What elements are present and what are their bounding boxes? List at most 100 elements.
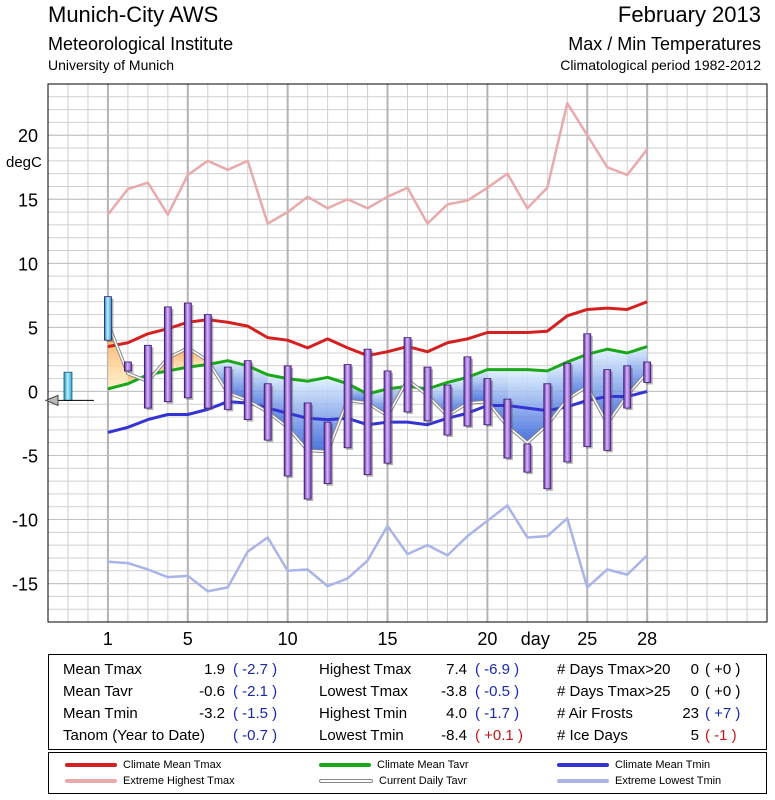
stat-anomaly: ( +7 ) — [705, 705, 741, 722]
daily-max-min-bar — [483, 378, 492, 426]
stat-label: # Days Tmax>20 — [557, 661, 671, 678]
legend-item: Climate Mean Tmax — [65, 759, 221, 771]
stat-value: 1.9 — [204, 661, 225, 678]
stat-anomaly: ( -6.9 ) — [475, 661, 520, 678]
y-tick-label: -10 — [12, 511, 38, 531]
legend: Climate Mean Tmax Climate Mean Tavr Clim… — [48, 752, 767, 794]
extreme-lowest-tmin-line — [107, 504, 649, 593]
station-title: Munich-City AWS — [48, 2, 219, 27]
daily-max-min-bar — [643, 361, 652, 383]
climate-mean-tmin-line — [107, 389, 648, 434]
stat-label: # Days Tmax>25 — [557, 683, 671, 700]
climate-mean-tavr-line — [107, 345, 648, 396]
x-tick-label: 20 — [477, 629, 497, 649]
stat-value: 5 — [690, 727, 699, 744]
daily-max-min-bar — [463, 356, 472, 427]
stat-anomaly: ( -2.1 ) — [233, 683, 278, 700]
climate-mean-tmax-line — [107, 300, 648, 358]
y-tick-label: -15 — [12, 575, 38, 595]
daily-max-min-bar — [363, 348, 372, 476]
stat-value: 23 — [682, 705, 699, 722]
legend-label: Current Daily Tavr — [379, 775, 467, 787]
product-title: Max / Min Temperatures — [568, 34, 761, 54]
daily-max-min-bar — [343, 364, 352, 449]
stat-anomaly: ( -0.5 ) — [475, 683, 520, 700]
y-tick-label: 10 — [18, 254, 38, 274]
x-tick-label: 15 — [378, 629, 398, 649]
daily-max-min-bar — [323, 421, 332, 485]
y-tick-label: 0 — [28, 382, 38, 402]
stat-value: 0 — [690, 683, 699, 700]
daily-max-min-bar — [203, 314, 212, 409]
climatology-period: Climatological period 1982-2012 — [560, 57, 761, 73]
daily-max-min-bar — [503, 398, 512, 459]
daily-max-min-bar — [163, 306, 172, 403]
x-tick-label: 5 — [183, 629, 193, 649]
stat-label: Highest Tmin — [319, 705, 408, 722]
y-tick-label: 5 — [28, 318, 38, 338]
legend-label: Climate Mean Tmax — [123, 759, 222, 771]
stat-label: Lowest Tmin — [319, 727, 404, 744]
legend-item: Current Daily Tavr — [319, 775, 467, 787]
legend-swatch — [319, 763, 371, 768]
legend-swatch — [65, 779, 117, 784]
x-tick-label: 25 — [577, 629, 597, 649]
stat-label: Tanom (Year to Date) — [63, 727, 206, 744]
stat-label: Mean Tmax — [63, 661, 142, 678]
plot-frame — [47, 83, 768, 623]
daily-max-min-bar — [223, 366, 232, 410]
y-tick-label: 20 — [18, 126, 38, 146]
stat-value: -3.2 — [199, 705, 225, 722]
legend-label: Climate Mean Tavr — [377, 759, 469, 771]
extreme-highest-tmax-line — [106, 101, 649, 225]
stat-anomaly: ( -1 ) — [705, 727, 737, 744]
legend-item: Extreme Highest Tmax — [65, 775, 235, 787]
y-axis-label: degC — [6, 154, 42, 171]
daily-max-min-bar — [523, 443, 532, 473]
stat-label: Lowest Tmax — [319, 683, 408, 700]
daily-max-min-bar — [243, 360, 252, 421]
legend-swatch — [557, 763, 609, 768]
x-tick-label: 28 — [637, 629, 657, 649]
legend-label: Climate Mean Tmin — [615, 759, 711, 771]
stat-anomaly: ( -2.7 ) — [233, 661, 278, 678]
stat-label: Mean Tavr — [63, 683, 133, 700]
y-tick-label: 15 — [18, 190, 38, 210]
stat-value: -3.8 — [441, 683, 467, 700]
anomaly-fill — [527, 369, 548, 443]
legend-item: Extreme Lowest Tmin — [557, 775, 721, 787]
stat-value: -8.4 — [441, 727, 467, 744]
daily-max-min-bar — [123, 361, 132, 372]
daily-max-min-bar — [383, 370, 392, 464]
daily-max-min-bar — [104, 296, 112, 341]
tanom-bar — [63, 371, 73, 401]
daily-max-min-bar — [603, 369, 612, 451]
daily-max-min-bar — [263, 383, 272, 441]
legend-item: Climate Mean Tmin — [557, 759, 710, 771]
stat-label: Mean Tmin — [63, 705, 138, 722]
daily-max-min-bar — [143, 344, 152, 409]
daily-max-min-bar — [403, 337, 412, 413]
stat-anomaly: ( -1.5 ) — [233, 705, 278, 722]
legend-swatch — [557, 779, 609, 784]
x-tick-label: 10 — [278, 629, 298, 649]
stat-anomaly: ( +0.1 ) — [475, 727, 523, 744]
x-tick-label: 1 — [103, 629, 113, 649]
stat-anomaly: ( +0 ) — [705, 683, 741, 700]
stat-anomaly: ( -0.7 ) — [233, 727, 278, 744]
statistics-panel: Mean Tmax 1.9 ( -2.7 ) Mean Tavr -0.6 ( … — [48, 654, 767, 750]
legend-swatch — [65, 763, 117, 768]
legend-label: Extreme Lowest Tmin — [615, 775, 722, 787]
stat-value: 4.0 — [446, 705, 467, 722]
daily-max-min-bar — [563, 362, 572, 463]
stat-label: # Air Frosts — [557, 705, 633, 722]
daily-max-min-bar — [443, 384, 452, 436]
current-daily-tavr-line — [107, 323, 648, 453]
daily-max-min-bar — [283, 365, 292, 477]
stat-label: Highest Tmax — [319, 661, 412, 678]
daily-max-min-bar — [543, 383, 552, 490]
institute-name: Meteorological Institute — [48, 34, 234, 54]
daily-max-min-bar — [423, 366, 432, 422]
